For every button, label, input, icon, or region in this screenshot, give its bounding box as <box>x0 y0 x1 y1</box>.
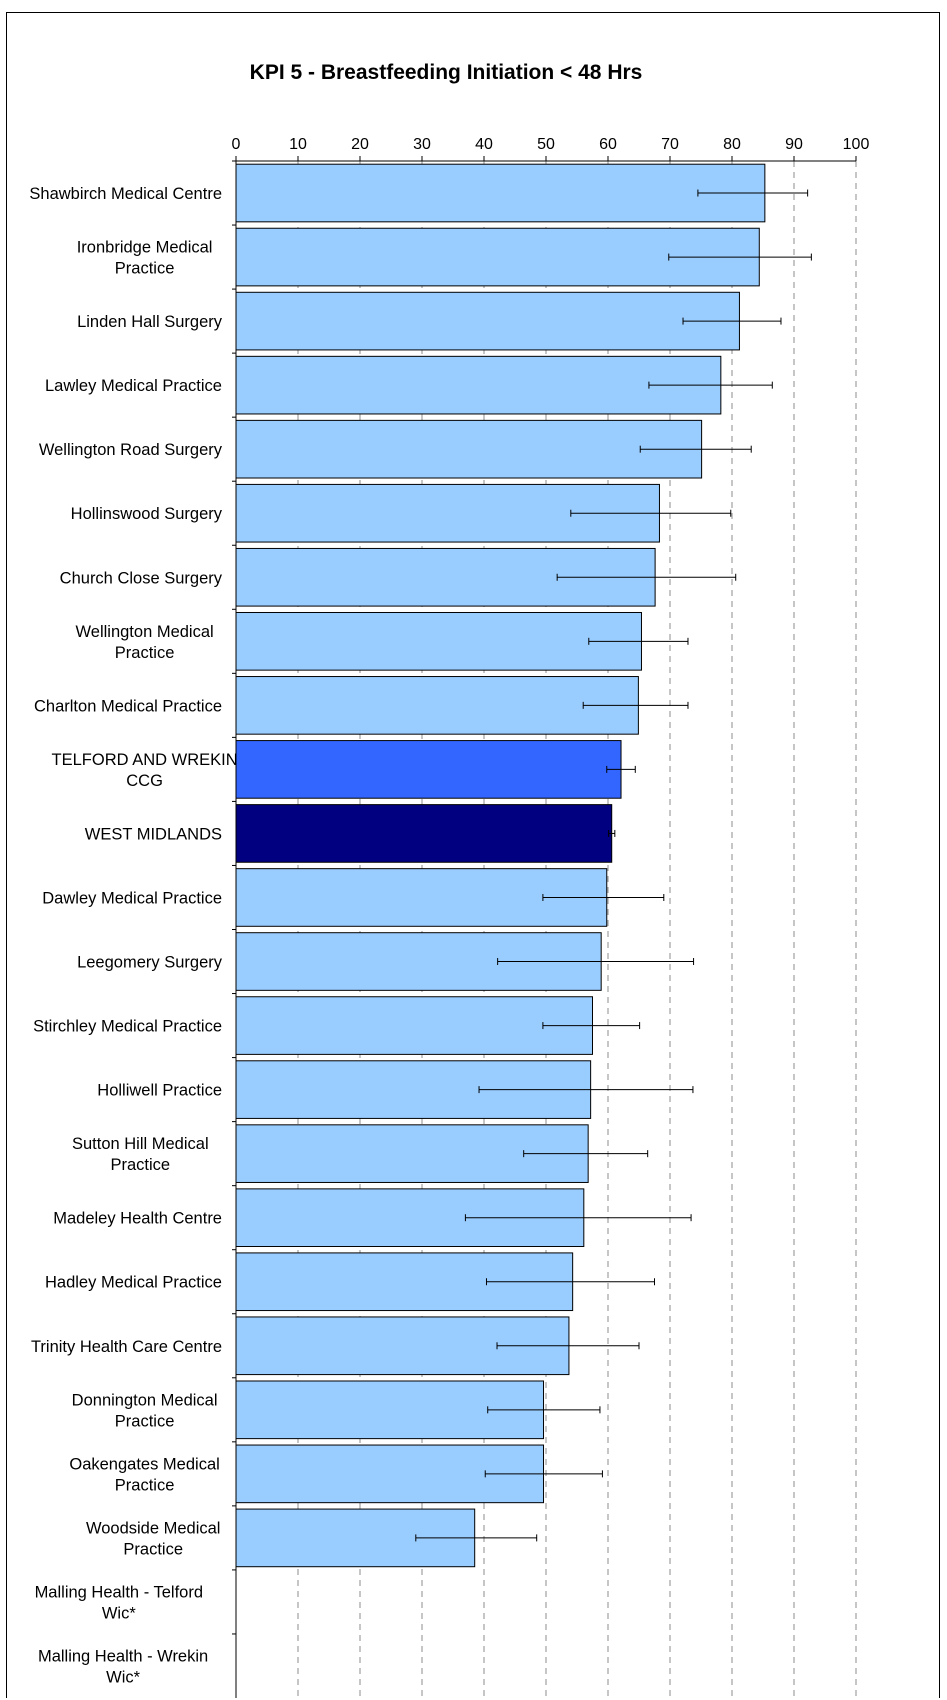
category-label-line: Shawbirch Medical Centre <box>29 185 222 203</box>
category-label-1: Ironbridge Medical Practice <box>77 239 213 278</box>
category-label-line: Lawley Medical Practice <box>45 377 222 395</box>
category-label-line: Practice <box>115 260 175 278</box>
category-label-5: Hollinswood Surgery <box>71 505 223 523</box>
category-label-3: Lawley Medical Practice <box>45 377 222 395</box>
category-label-line: Leegomery Surgery <box>77 954 223 972</box>
category-label-0: Shawbirch Medical Centre <box>29 185 222 203</box>
category-label-line: Practice <box>115 1412 175 1430</box>
category-label-line: Oakengates Medical <box>69 1455 219 1473</box>
chart: KPI 5 - Breastfeeding Initiation < 48 Hr… <box>29 61 870 1698</box>
category-label-7: Wellington Medical Practice <box>76 623 214 662</box>
category-label-12: Leegomery Surgery <box>77 954 223 972</box>
x-tick-label-50: 50 <box>537 136 555 153</box>
category-label-22: Malling Health - Telford Wic* <box>35 1583 203 1622</box>
x-tick-label-40: 40 <box>475 136 493 153</box>
category-label-line: Madeley Health Centre <box>53 1210 222 1228</box>
x-tick-label-10: 10 <box>289 136 307 153</box>
bar-10 <box>235 804 613 863</box>
category-label-13: Stirchley Medical Practice <box>33 1018 222 1036</box>
gridlines <box>297 161 857 1698</box>
x-tick-label-80: 80 <box>723 136 741 153</box>
category-label-line: Practice <box>115 1476 175 1494</box>
category-label-line: Stirchley Medical Practice <box>33 1018 222 1036</box>
category-label-19: Donnington Medical Practice <box>72 1391 218 1430</box>
category-label-line: Holliwell Practice <box>97 1082 222 1100</box>
category-label-line: Trinity Health Care Centre <box>31 1338 222 1356</box>
category-label-11: Dawley Medical Practice <box>42 889 222 907</box>
category-label-line: Wic* <box>106 1668 140 1686</box>
x-tick-label-100: 100 <box>843 136 870 153</box>
category-label-line: Hollinswood Surgery <box>71 505 223 523</box>
category-label-line: Malling Health - Wrekin <box>38 1647 208 1665</box>
category-label-line: Dawley Medical Practice <box>42 889 222 907</box>
category-label-line: CCG <box>126 772 163 790</box>
bar-2 <box>235 291 740 351</box>
bar-8 <box>235 676 639 735</box>
x-tick-label-0: 0 <box>232 136 241 153</box>
category-label-2: Linden Hall Surgery <box>77 313 223 331</box>
category-label-line: Malling Health - Telford <box>35 1583 203 1601</box>
category-label-4: Wellington Road Surgery <box>39 441 223 459</box>
x-tick-label-60: 60 <box>599 136 617 153</box>
bar-4 <box>235 419 703 479</box>
axes <box>232 156 857 1698</box>
chart-title: KPI 5 - Breastfeeding Initiation < 48 Hr… <box>250 61 643 84</box>
category-label-23: Malling Health - Wrekin Wic* <box>38 1647 208 1686</box>
category-label-9: TELFORD AND WREKIN CCG <box>52 751 238 790</box>
category-label-line: Woodside Medical <box>86 1519 221 1537</box>
category-label-line: Practice <box>110 1156 170 1174</box>
category-label-14: Holliwell Practice <box>97 1082 222 1100</box>
category-label-line: Wellington Medical <box>76 623 214 641</box>
category-label-line: Ironbridge Medical <box>77 239 213 257</box>
bars <box>235 163 766 1568</box>
category-label-line: Wic* <box>102 1604 136 1622</box>
category-label-line: Linden Hall Surgery <box>77 313 223 331</box>
error-bars <box>415 189 812 1542</box>
category-label-8: Charlton Medical Practice <box>34 697 222 715</box>
bar-7 <box>235 611 642 671</box>
category-label-18: Trinity Health Care Centre <box>31 1338 222 1356</box>
category-label-line: Practice <box>115 644 175 662</box>
x-tick-label-70: 70 <box>661 136 679 153</box>
category-label-line: Hadley Medical Practice <box>45 1274 222 1292</box>
category-labels: Shawbirch Medical Centre Ironbridge Medic… <box>29 185 237 1686</box>
bar-13 <box>235 996 593 1055</box>
category-label-line: Practice <box>123 1540 183 1558</box>
category-label-line: Church Close Surgery <box>60 569 223 587</box>
category-label-line: Wellington Road Surgery <box>39 441 223 459</box>
bar-3 <box>235 355 722 415</box>
category-label-15: Sutton Hill Medical Practice <box>72 1135 209 1174</box>
bar-9 <box>235 740 622 799</box>
x-tick-label-30: 30 <box>413 136 431 153</box>
category-label-21: Woodside Medical Practice <box>86 1519 221 1558</box>
category-label-line: TELFORD AND WREKIN <box>52 751 238 769</box>
category-label-line: Sutton Hill Medical <box>72 1135 209 1153</box>
category-label-20: Oakengates Medical Practice <box>69 1455 219 1494</box>
category-label-17: Hadley Medical Practice <box>45 1274 222 1292</box>
category-label-10: WEST MIDLANDS <box>85 825 222 843</box>
category-label-line: Charlton Medical Practice <box>34 697 222 715</box>
category-label-line: WEST MIDLANDS <box>85 825 222 843</box>
category-label-6: Church Close Surgery <box>60 569 223 587</box>
chart-frame: KPI 5 - Breastfeeding Initiation < 48 Hr… <box>6 12 940 1698</box>
x-tick-label-90: 90 <box>785 136 803 153</box>
bar-0 <box>235 163 766 223</box>
category-label-16: Madeley Health Centre <box>53 1210 222 1228</box>
x-axis-ticks: 0 10 20 30 40 50 60 70 80 90 100 <box>232 136 870 153</box>
x-tick-label-20: 20 <box>351 136 369 153</box>
category-label-line: Donnington Medical <box>72 1391 218 1409</box>
